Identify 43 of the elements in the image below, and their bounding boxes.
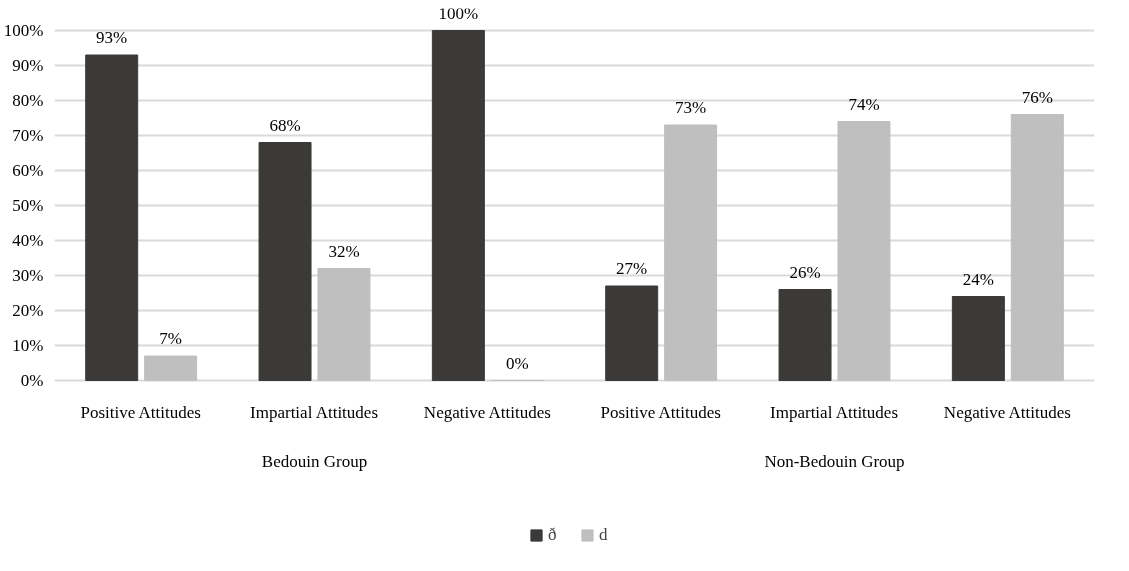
data-label: 24% (962, 269, 994, 289)
y-tick-label: 50% (12, 196, 44, 215)
bar (144, 355, 198, 381)
x-tick-label: Positive Attitudes (600, 402, 721, 422)
y-tick-label: 30% (12, 266, 44, 285)
y-tick-label: 70% (12, 126, 44, 145)
bar (431, 30, 485, 381)
x-tick-label: Negative Attitudes (423, 402, 551, 422)
bar (837, 121, 891, 381)
x-tick-label: Impartial Attitudes (770, 402, 899, 422)
y-tick-label: 80% (12, 91, 44, 110)
y-tick-label: 60% (12, 161, 44, 180)
y-tick-label: 40% (12, 231, 44, 250)
bar (605, 285, 659, 381)
data-label: 74% (848, 94, 880, 114)
bar (258, 142, 312, 381)
y-tick-label: 20% (12, 301, 44, 320)
bar (85, 54, 139, 381)
y-tick-label: 100% (3, 21, 44, 40)
x-tick-label: Negative Attitudes (943, 402, 1071, 422)
data-label: 93% (96, 28, 128, 47)
x-tick-label: Positive Attitudes (80, 402, 201, 422)
bar (664, 124, 718, 381)
data-label: 26% (789, 262, 821, 282)
data-label: 76% (1021, 87, 1053, 107)
legend-label: d (599, 525, 609, 545)
bar (1010, 114, 1064, 381)
data-label: 7% (159, 329, 182, 348)
data-label: 73% (675, 98, 707, 117)
data-label: 32% (328, 241, 360, 261)
y-tick-label: 90% (12, 56, 44, 75)
x-tick-label: Impartial Attitudes (250, 402, 379, 422)
text: Bedouin Group (261, 451, 368, 471)
data-label: 27% (616, 259, 648, 278)
y-tick-label: 10% (12, 336, 44, 355)
legend-label: ð (548, 525, 558, 545)
bar (317, 268, 371, 381)
bar (951, 296, 1005, 381)
text: Non-Bedouin Group (764, 451, 905, 471)
data-label: 68% (269, 115, 301, 135)
data-label: 0% (505, 353, 529, 373)
y-tick-label: 0% (20, 371, 44, 390)
bar (778, 289, 832, 381)
